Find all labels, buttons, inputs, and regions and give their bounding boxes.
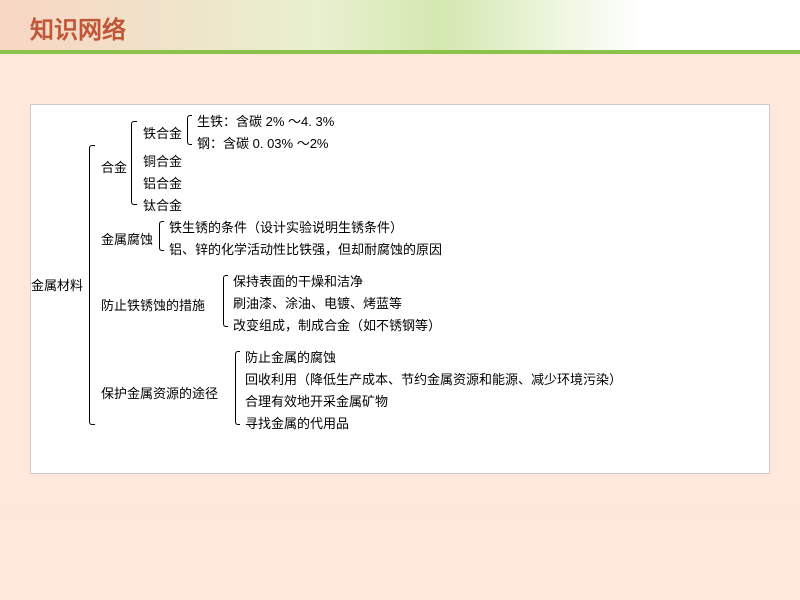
knowledge-diagram: 金属材料 合金 铁合金 生铁：含碳 2% ～4. 3% 钢：含碳 0. 03% … — [30, 104, 770, 474]
substitute: 寻找金属的代用品 — [245, 413, 349, 435]
corrosion-bracket — [159, 221, 164, 251]
branch-protect: 保护金属资源的途径 — [101, 383, 218, 405]
aluminum-alloy: 铝合金 — [143, 173, 182, 195]
content-area: 金属材料 合金 铁合金 生铁：含碳 2% ～4. 3% 钢：含碳 0. 03% … — [0, 54, 800, 504]
prevent-bracket — [223, 275, 228, 327]
change-composition: 改变组成，制成合金（如不锈钢等） — [233, 315, 441, 337]
alloy-bracket — [131, 121, 137, 205]
copper-alloy: 铜合金 — [143, 151, 182, 173]
branch-corrosion: 金属腐蚀 — [101, 229, 153, 251]
steel: 钢：含碳 0. 03% ～2% — [197, 133, 329, 155]
iron-alloy-bracket — [187, 115, 192, 145]
root-node: 金属材料 — [31, 275, 83, 297]
branch-prevent: 防止铁锈蚀的措施 — [101, 295, 205, 317]
recycle: 回收利用（降低生产成本、节约金属资源和能源、减少环境污染） — [245, 369, 622, 391]
keep-dry: 保持表面的干燥和洁净 — [233, 271, 363, 293]
paint-oil: 刷油漆、涂油、电镀、烤蓝等 — [233, 293, 402, 315]
prevent-corrosion: 防止金属的腐蚀 — [245, 347, 336, 369]
mining: 合理有效地开采金属矿物 — [245, 391, 388, 413]
al-zn-resist: 铝、锌的化学活动性比铁强，但却耐腐蚀的原因 — [169, 239, 442, 261]
page-title: 知识网络 — [30, 10, 770, 45]
branch-alloy: 合金 — [101, 157, 127, 179]
titanium-alloy: 钛合金 — [143, 195, 182, 217]
pig-iron: 生铁：含碳 2% ～4. 3% — [197, 111, 334, 133]
protect-bracket — [235, 351, 240, 425]
title-bar: 知识网络 — [0, 0, 800, 50]
iron-alloy: 铁合金 — [143, 123, 182, 145]
root-bracket — [89, 145, 95, 425]
rust-condition: 铁生锈的条件（设计实验说明生锈条件） — [169, 217, 403, 239]
